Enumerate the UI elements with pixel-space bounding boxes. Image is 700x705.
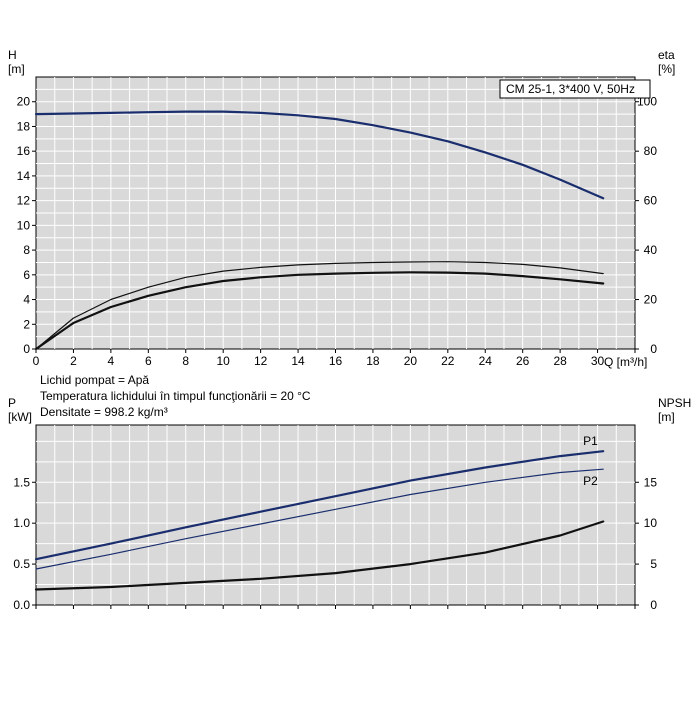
- left-tick-label: 16: [17, 144, 31, 158]
- x-tick-label: 8: [182, 354, 189, 368]
- series-line-p2: [35, 468, 604, 570]
- chart-title: CM 25-1, 3*400 V, 50Hz: [506, 82, 635, 96]
- series-lines: P1 P2: [34, 434, 605, 591]
- right-tick-label: 60: [644, 194, 658, 208]
- x-axis-label: Q [m³/h]: [604, 355, 647, 369]
- x-tick-label: 20: [404, 354, 418, 368]
- left-tick-label: 1.5: [13, 475, 30, 489]
- right-axis-unit: [m]: [658, 410, 675, 424]
- right-axis-label: NPSH: [658, 396, 691, 410]
- right-tick-label: 40: [644, 243, 658, 257]
- right-axis-label: eta: [658, 48, 675, 62]
- left-axis-unit: [kW]: [8, 410, 32, 424]
- x-tick-label: 0: [33, 354, 40, 368]
- x-tick-label: 28: [553, 354, 567, 368]
- fluid-notes: Lichid pompat = Apă Temperatura lichidul…: [40, 373, 311, 419]
- left-axis-label: P: [8, 396, 16, 410]
- left-tick-label: 0: [23, 342, 30, 356]
- x-tick-label: 30: [591, 354, 605, 368]
- left-tick-label: 20: [17, 95, 31, 109]
- note-density: Densitate = 998.2 kg/m³: [40, 405, 168, 419]
- power-npsh-chart: 0.0 0.5 1.0 1.5 0 5 10 15 P1 P2 P [kW] NPSH [m]: [8, 396, 691, 612]
- series-line-p1: [34, 450, 605, 561]
- right-tick-label: 80: [644, 144, 658, 158]
- series-line-3: [34, 271, 605, 351]
- head-efficiency-chart: 0 2 4 6 8 10 12 14 16 18 20 22 24 26 28 300246810121416…: [8, 48, 675, 369]
- x-tick-label: 12: [254, 354, 268, 368]
- left-tick-label: 8: [23, 243, 30, 257]
- left-axis-unit: [m]: [8, 62, 25, 76]
- x-tick-label: 4: [108, 354, 115, 368]
- right-tick-label: 15: [644, 475, 658, 489]
- left-tick-label: 14: [17, 169, 31, 183]
- note-fluid: Lichid pompat = Apă: [40, 373, 149, 387]
- x-tick-label: 6: [145, 354, 152, 368]
- left-tick-label: 10: [17, 218, 31, 232]
- right-tick-label: 0: [650, 598, 657, 612]
- series-lines: [34, 110, 605, 351]
- note-temperature: Temperatura lichidului în timpul funcţio…: [40, 389, 311, 403]
- left-tick-label: 6: [23, 268, 30, 282]
- x-tick-label: 18: [366, 354, 380, 368]
- right-tick-label: 5: [650, 557, 657, 571]
- left-tick-label: 12: [17, 194, 31, 208]
- left-tick-label: 18: [17, 119, 31, 133]
- left-tick-label: 4: [23, 293, 30, 307]
- gridlines: [36, 425, 635, 605]
- x-tick-label: 2: [70, 354, 77, 368]
- right-tick-label: 0: [650, 342, 657, 356]
- left-tick-label: 2: [23, 317, 30, 331]
- series-label-p1: P1: [583, 434, 598, 448]
- left-tick-label: 1.0: [13, 516, 30, 530]
- left-axis-label: H: [8, 48, 17, 62]
- x-tick-label: 14: [291, 354, 305, 368]
- axis-ticks: 0.0 0.5 1.0 1.5 0 5 10 15: [13, 475, 657, 612]
- axis-ticks: 0 2 4 6 8 10 12 14 16 18 20 22 24 26 28 300246810121416…: [17, 95, 658, 368]
- title-box: [499, 79, 651, 99]
- right-tick-label: 10: [644, 516, 658, 530]
- x-tick-label: 26: [516, 354, 530, 368]
- x-tick-label: 24: [479, 354, 493, 368]
- series-line-h: [34, 110, 605, 200]
- series-line-3: [34, 520, 605, 591]
- gridlines: [36, 77, 635, 349]
- x-tick-label: 16: [329, 354, 343, 368]
- left-tick-label: 0.0: [13, 598, 30, 612]
- series-line-2: [35, 261, 604, 350]
- left-tick-label: 0.5: [13, 557, 30, 571]
- right-axis-unit: [%]: [658, 62, 675, 76]
- series-label-p2: P2: [583, 474, 598, 488]
- x-tick-label: 22: [441, 354, 455, 368]
- right-tick-label: 20: [644, 293, 658, 307]
- x-tick-label: 10: [217, 354, 231, 368]
